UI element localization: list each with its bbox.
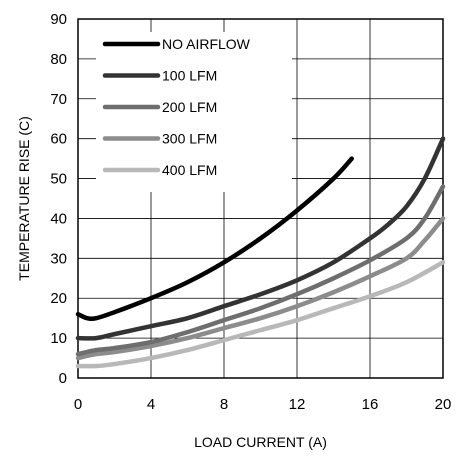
x-tick-label: 8 [220, 396, 228, 413]
series-line-400-lfm [75, 260, 446, 369]
x-tick-labels: 0 4 8 12 16 20 [74, 396, 452, 413]
y-tick-labels: 0 10 20 30 40 50 60 70 80 90 [50, 11, 67, 387]
x-axis-title: LOAD CURRENT (A) [194, 434, 327, 450]
x-tick-label: 12 [289, 396, 306, 413]
legend-label-no-airflow: NO AIRFLOW [162, 36, 251, 52]
series-line-no-airflow [75, 156, 354, 322]
legend: NO AIRFLOW 100 LFM 200 LFM 300 LFM 400 LFM [96, 32, 292, 192]
y-tick-label: 50 [50, 171, 67, 188]
y-tick-label: 60 [50, 131, 67, 148]
series-line-300-lfm [75, 216, 446, 361]
series-line-100-lfm [75, 136, 446, 341]
y-tick-label: 40 [50, 210, 67, 227]
plot-frame [77, 18, 444, 379]
y-tick-label: 90 [50, 11, 67, 28]
x-tick-label: 4 [147, 396, 155, 413]
x-tick-label: 0 [74, 396, 82, 413]
series-line-200-lfm [75, 184, 446, 357]
y-tick-label: 10 [50, 330, 67, 347]
x-tick-label: 16 [362, 396, 379, 413]
y-tick-label: 30 [50, 250, 67, 267]
legend-background [96, 32, 292, 192]
legend-label-400-lfm: 400 LFM [162, 162, 217, 178]
series-lines [75, 136, 446, 369]
x-tick-label: 20 [435, 396, 452, 413]
legend-label-300-lfm: 300 LFM [162, 131, 217, 147]
legend-label-200-lfm: 200 LFM [162, 99, 217, 115]
y-axis-title: TEMPERATURE RISE (C) [16, 116, 32, 281]
y-tick-label: 70 [50, 91, 67, 108]
legend-label-100-lfm: 100 LFM [162, 68, 217, 84]
y-tick-label: 20 [50, 290, 67, 307]
y-tick-label: 0 [59, 370, 67, 387]
y-tick-label: 80 [50, 51, 67, 68]
